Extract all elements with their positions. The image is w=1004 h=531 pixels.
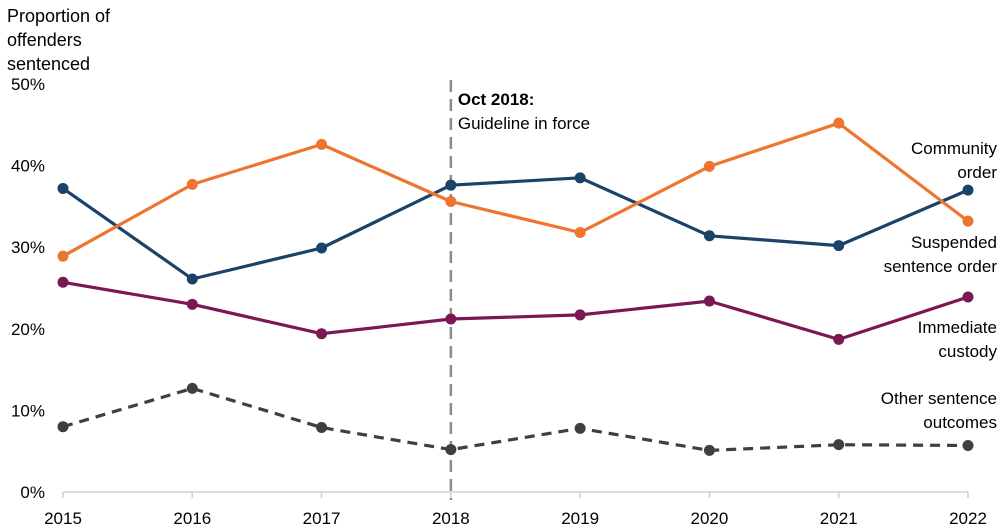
annotation-text: Guideline in force <box>458 114 590 133</box>
series-0-point <box>833 240 845 252</box>
series-line-1 <box>62 121 969 258</box>
series-line-3 <box>62 386 969 452</box>
series-2-point <box>316 328 328 340</box>
y-tick-label: 20% <box>11 320 45 339</box>
series-3-point <box>574 422 586 434</box>
series-label-line-2: outcomes <box>923 413 997 432</box>
series-2-point <box>186 298 198 310</box>
series-0-point <box>57 182 69 194</box>
series-label-line-1: Immediate <box>918 318 997 337</box>
annotation-title: Oct 2018: <box>458 90 535 109</box>
y-axis-title-line-2: offenders <box>7 30 82 50</box>
x-tick-label: 2022 <box>949 509 987 528</box>
series-3-point <box>186 382 198 394</box>
series-label-line-1: Suspended <box>911 233 997 252</box>
x-tick-label: 2018 <box>432 509 470 528</box>
series-1-point <box>703 160 715 172</box>
x-tick-label: 2015 <box>44 509 82 528</box>
series-1-point <box>186 178 198 190</box>
series-0-point <box>316 242 328 254</box>
series-1-point <box>574 227 586 239</box>
series-3-point <box>962 439 974 451</box>
y-axis-title-line-1: Proportion of <box>7 6 111 26</box>
series-label-line-1: Community <box>911 139 997 158</box>
series-1-point <box>57 250 69 262</box>
series-label-line-2: sentence order <box>884 257 998 276</box>
x-tick-label: 2020 <box>691 509 729 528</box>
y-tick-label: 50% <box>11 75 45 94</box>
series-1-point <box>962 215 974 227</box>
series-line-0 <box>62 176 969 281</box>
series-2-point <box>445 313 457 325</box>
series-0-point <box>574 172 586 184</box>
x-tick-label: 2019 <box>561 509 599 528</box>
series-1-point <box>316 138 328 150</box>
y-tick-label: 10% <box>11 401 45 420</box>
series-3-point <box>57 421 69 433</box>
y-tick-label: 40% <box>11 157 45 176</box>
x-tick-label: 2021 <box>820 509 858 528</box>
series-2-point <box>703 295 715 307</box>
y-axis-title-line-3: sentenced <box>7 54 91 74</box>
series-3-point <box>316 422 328 434</box>
series-label-line-2: order <box>957 163 997 182</box>
series-0-point <box>703 230 715 242</box>
series-1-point <box>445 196 457 208</box>
series-0-point <box>962 184 974 196</box>
x-tick-label: 2017 <box>303 509 341 528</box>
x-tick-label: 2016 <box>173 509 211 528</box>
series-2-point <box>574 309 586 321</box>
series-3-point <box>703 444 715 456</box>
series-0-point <box>445 179 457 191</box>
series-2-point <box>833 333 845 345</box>
y-tick-label: 30% <box>11 238 45 257</box>
series-label-line-1: Other sentence <box>881 389 997 408</box>
series-2-point <box>57 276 69 288</box>
series-label-line-2: custody <box>938 342 997 361</box>
series-1-point <box>833 117 845 129</box>
series-0-point <box>186 273 198 285</box>
y-tick-label: 0% <box>20 483 45 502</box>
series-line-2 <box>62 280 969 341</box>
y-axis-title: Proportion of offenders sentenced <box>7 4 147 76</box>
series-3-point <box>445 444 457 456</box>
series-3-point <box>833 439 845 451</box>
series-2-point <box>962 291 974 303</box>
